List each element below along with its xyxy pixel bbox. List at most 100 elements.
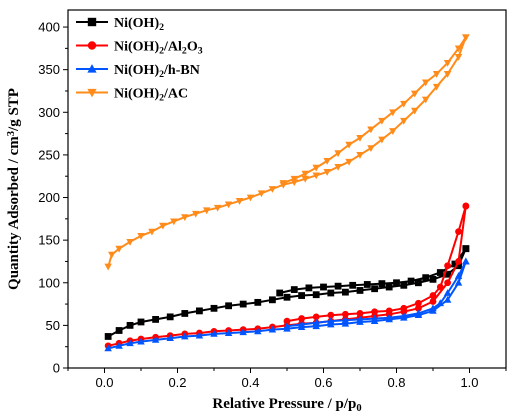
data-point <box>283 293 291 301</box>
data-point <box>444 279 451 287</box>
data-point <box>312 291 320 299</box>
data-point <box>192 210 200 218</box>
data-point <box>312 313 320 321</box>
y-tick-label: 350 <box>38 62 60 77</box>
data-point <box>422 274 430 282</box>
data-point <box>257 190 266 198</box>
data-point <box>451 260 459 268</box>
data-point <box>378 117 386 125</box>
legend-label: Ni(OH)2/AC <box>114 87 188 104</box>
data-point <box>137 232 145 240</box>
legend: Ni(OH)2 Ni(OH)2/Al2O3 Ni(OH)2/h-BN Ni(OH)2/… <box>76 16 203 103</box>
data-point <box>334 163 342 171</box>
data-point <box>312 318 320 326</box>
data-point <box>312 322 320 330</box>
data-point <box>407 277 415 285</box>
data-point <box>429 275 437 283</box>
data-point <box>454 272 463 279</box>
data-point <box>367 126 375 134</box>
data-point <box>385 307 393 315</box>
x-tick-label: 0.8 <box>387 375 405 390</box>
data-point <box>254 298 262 306</box>
data-point <box>312 172 320 180</box>
data-point <box>400 117 408 125</box>
data-point <box>421 79 430 87</box>
data-point <box>297 320 306 328</box>
data-point <box>301 175 309 183</box>
data-point <box>378 136 386 144</box>
data-point <box>239 300 247 308</box>
legend-label: Ni(OH)2 <box>114 16 164 33</box>
data-point <box>444 262 451 270</box>
data-point <box>341 319 350 327</box>
data-point <box>301 170 309 178</box>
data-point <box>349 281 357 289</box>
data-point <box>213 204 222 212</box>
series-line-desorption <box>282 36 467 184</box>
data-point <box>436 269 444 276</box>
data-point <box>356 152 364 159</box>
data-point <box>290 175 299 183</box>
data-point <box>389 128 397 135</box>
data-point <box>342 288 349 296</box>
data-point <box>327 320 335 328</box>
axes-layer: 0.0 0.2 0.4 0.6 0.8 1.0 0 50 100 150 200 250 300 350 4… <box>38 20 507 390</box>
data-point <box>389 109 397 117</box>
data-point <box>356 134 364 142</box>
data-point <box>104 263 112 271</box>
legend-marker <box>87 64 97 73</box>
data-point <box>462 34 470 42</box>
data-point <box>254 327 262 335</box>
data-point <box>415 304 422 312</box>
data-point <box>327 289 335 297</box>
data-point <box>320 283 327 291</box>
data-point <box>385 313 393 321</box>
data-point <box>279 180 288 187</box>
data-point <box>334 282 342 290</box>
legend-marker <box>87 41 97 50</box>
y-tick-label: 150 <box>38 233 60 248</box>
data-point <box>400 281 408 289</box>
legend-marker <box>87 88 97 98</box>
data-point <box>298 315 305 322</box>
legend-label: Ni(OH)2/Al2O3 <box>114 40 203 57</box>
data-point <box>159 222 167 230</box>
data-point <box>224 201 233 209</box>
data-point <box>385 283 393 291</box>
data-point <box>290 179 299 187</box>
data-point <box>444 270 451 278</box>
data-point <box>400 100 408 108</box>
data-point <box>126 339 134 347</box>
data-point <box>371 308 378 316</box>
data-point <box>443 295 452 303</box>
data-point <box>166 313 174 321</box>
y-tick-label: 250 <box>38 147 60 162</box>
data-point <box>363 281 371 288</box>
data-point <box>415 279 422 287</box>
data-point <box>210 304 218 312</box>
data-point <box>137 337 145 345</box>
data-point <box>411 107 419 115</box>
data-point <box>126 238 134 246</box>
data-point <box>367 145 375 152</box>
series-3 <box>104 34 470 271</box>
y-tick-label: 100 <box>38 275 60 290</box>
data-point <box>370 314 379 322</box>
y-tick-label: 0 <box>53 361 60 376</box>
data-point <box>225 302 232 310</box>
x-tick-label: 0.4 <box>241 375 259 390</box>
data-point <box>429 304 437 312</box>
data-point <box>181 214 189 222</box>
data-point <box>115 327 123 334</box>
series-2 <box>104 257 470 352</box>
y-tick-label: 300 <box>38 105 60 120</box>
data-point <box>454 278 463 286</box>
data-point <box>268 186 277 193</box>
data-point <box>181 310 189 317</box>
data-point <box>269 296 276 304</box>
y-tick-label: 50 <box>46 318 60 333</box>
data-point <box>342 310 349 318</box>
data-point <box>371 285 378 293</box>
data-point <box>429 292 437 299</box>
data-point <box>415 299 422 307</box>
